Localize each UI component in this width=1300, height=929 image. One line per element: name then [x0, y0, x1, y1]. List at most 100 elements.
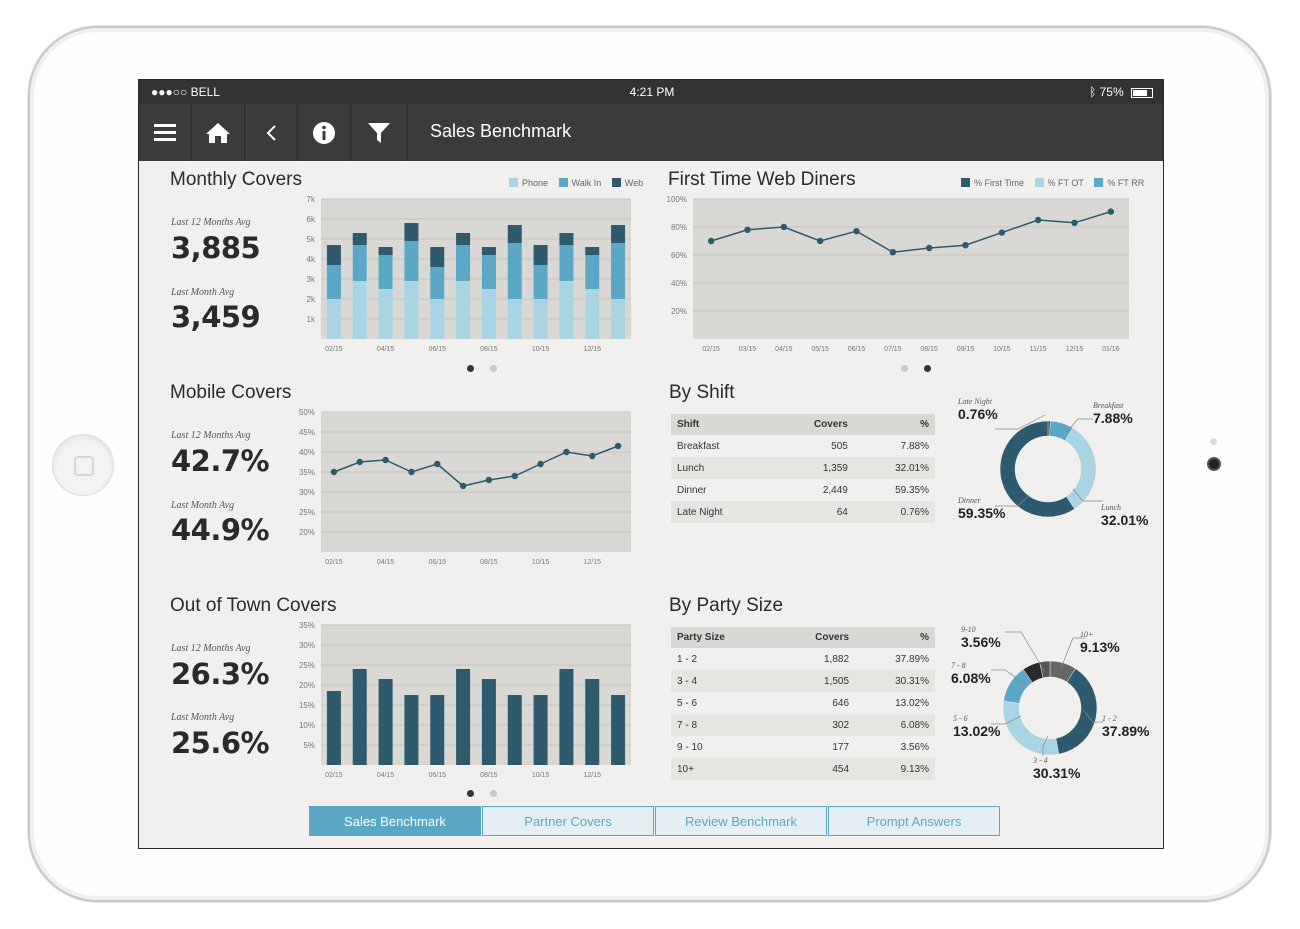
label-value: 32.01% — [1101, 512, 1149, 528]
x-tick-label: 10/15 — [532, 559, 550, 566]
table-row: 3 - 4 1,505 30.31% — [671, 670, 935, 692]
pager-dot[interactable] — [924, 365, 931, 372]
donut-label-breakfast: Breakfast 7.88% — [1093, 401, 1133, 426]
bar-web — [456, 233, 471, 245]
table-cell: 64 — [772, 501, 854, 523]
out-of-town-chart: 5% 10% 15% 20% 25% 30% 35% 02/15 04/15 06/15 08/15… — [299, 621, 631, 779]
table-cell: 3.56% — [855, 736, 935, 758]
pager-dot[interactable] — [490, 790, 497, 797]
x-tick-label: 06/15 — [848, 346, 866, 353]
table-cell: 9 - 10 — [671, 736, 776, 758]
menu-button[interactable] — [139, 104, 192, 161]
bar-web — [404, 223, 419, 241]
table-cell: 0.76% — [853, 501, 935, 523]
y-tick-label: 50% — [299, 408, 315, 417]
web-diners-legend: % First Time % FT OT % FT RR — [953, 178, 1144, 188]
data-point — [889, 249, 897, 256]
plot-area — [321, 625, 631, 765]
battery-icon — [1131, 87, 1153, 98]
table-cell: 505 — [772, 435, 854, 457]
dashboard-content: Monthly Covers Phone Walk In Web Last 12… — [143, 161, 1161, 848]
bar-web — [507, 225, 522, 243]
label-name: Breakfast — [1093, 401, 1124, 410]
bar — [481, 679, 496, 765]
by-party-size-title: By Party Size — [669, 595, 784, 616]
filter-icon — [368, 122, 390, 143]
data-point — [511, 472, 518, 480]
monthly-pager[interactable] — [459, 357, 505, 376]
bar-web — [481, 247, 496, 255]
table-cell: 1,359 — [772, 457, 854, 479]
table-row: 1 - 2 1,882 37.89% — [671, 648, 935, 670]
tab-review-benchmark[interactable]: Review Benchmark — [655, 806, 827, 836]
bar — [352, 669, 367, 765]
label-value: 13.02% — [953, 723, 1001, 739]
y-tick-label: 5% — [303, 741, 315, 750]
web-diners-pager[interactable] — [893, 357, 939, 376]
data-point — [537, 460, 544, 468]
data-point — [1107, 208, 1115, 215]
data-point — [780, 223, 788, 231]
tab-prompt-answers[interactable]: Prompt Answers — [828, 806, 1000, 836]
pager-dot[interactable] — [467, 365, 474, 372]
y-tick-label: 40% — [671, 279, 687, 288]
plot-area — [693, 199, 1129, 339]
data-point — [962, 242, 969, 249]
x-tick-label: 10/15 — [993, 346, 1011, 353]
tab-sales-benchmark[interactable]: Sales Benchmark — [309, 806, 481, 836]
kpi-label: Last 12 Months Avg — [171, 430, 251, 441]
table-cell: 9.13% — [855, 758, 935, 780]
table-cell: 177 — [775, 736, 856, 758]
plot-area — [321, 199, 631, 339]
x-tick-label: 11/15 — [1030, 346, 1047, 353]
out-of-town-pager[interactable] — [459, 782, 505, 801]
shift-leader-lines — [995, 414, 1103, 507]
donut-label-3-4: 3 - 4 30.31% — [1033, 756, 1080, 781]
bar-phone — [585, 289, 600, 339]
kpi-value: 25.6% — [171, 726, 270, 760]
donut-label-7-8: 7 - 8 6.08% — [951, 661, 991, 686]
col-header: Covers — [775, 627, 856, 648]
tab-partner-covers[interactable]: Partner Covers — [482, 806, 654, 836]
x-tick-label: 02/15 — [702, 346, 720, 353]
plot-area — [321, 412, 631, 552]
kpi-value: 42.7% — [171, 444, 270, 478]
by-party-size-table: Party Size Covers % 1 - 2 1,882 37.89% 3 - … — [671, 627, 935, 780]
x-tick-label: 01/16 — [1102, 346, 1120, 353]
data-point — [459, 482, 467, 490]
y-tick-label: 40% — [299, 448, 315, 457]
monthly-covers-title: Monthly Covers — [170, 169, 302, 190]
bar-phone — [378, 289, 393, 339]
y-tick-label: 3k — [307, 275, 316, 284]
table-cell: 1,882 — [775, 648, 856, 670]
data-point — [434, 460, 441, 468]
label-name: Dinner — [958, 496, 981, 505]
col-header: Shift — [671, 414, 773, 435]
kpi-label: Last Month Avg — [171, 500, 235, 511]
pager-dot[interactable] — [467, 790, 474, 797]
legend-first-time: % First Time — [974, 178, 1025, 188]
donut-label-lunch: Lunch 32.01% — [1101, 503, 1148, 528]
back-button[interactable] — [245, 104, 298, 161]
y-tick-label: 1k — [307, 315, 316, 324]
info-button[interactable] — [298, 104, 351, 161]
data-point — [853, 228, 860, 235]
pager-dot[interactable] — [490, 365, 497, 372]
y-tick-label: 20% — [299, 681, 315, 690]
x-tick-label: 03/15 — [739, 346, 757, 353]
by-shift-table: Shift Covers % Breakfast 505 7.88% Lunch 1,3… — [671, 414, 935, 523]
filter-button[interactable] — [351, 104, 408, 161]
table-cell: Lunch — [671, 457, 773, 479]
kpi-value: 3,459 — [171, 300, 261, 334]
pager-dot[interactable] — [901, 365, 908, 372]
table-cell: 1,505 — [775, 670, 856, 692]
kpi-label: Last 12 Months Avg — [171, 217, 251, 228]
home-nav-button[interactable] — [192, 104, 245, 161]
bar-web — [559, 233, 574, 245]
x-tick-label: 06/15 — [428, 559, 446, 566]
bar-phone — [404, 281, 419, 339]
home-button[interactable] — [52, 434, 114, 496]
bar-walk-in — [533, 265, 548, 299]
label-value: 7.88% — [1093, 410, 1133, 426]
x-tick-label: 04/15 — [377, 772, 395, 779]
